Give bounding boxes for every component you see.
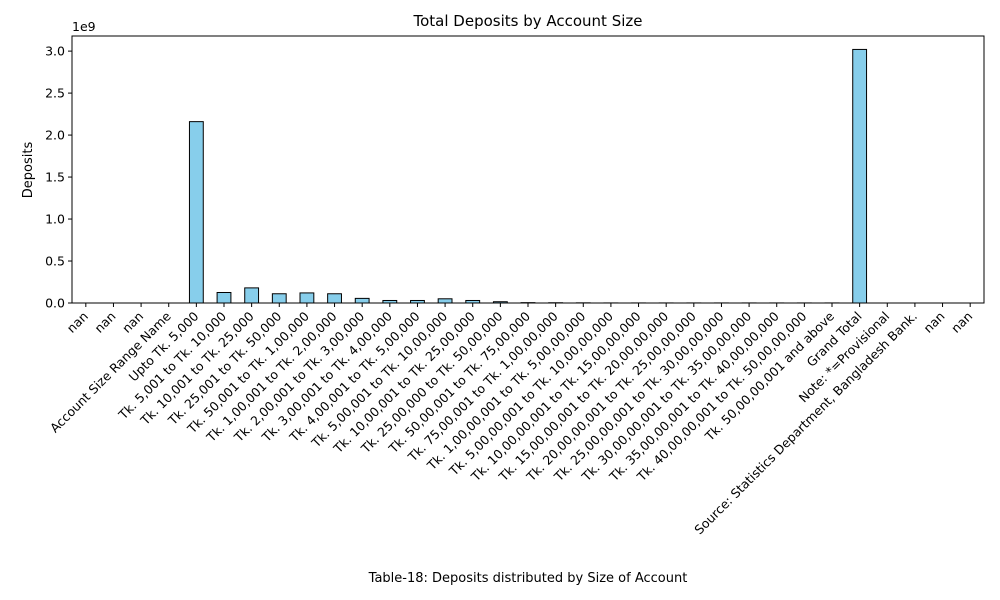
y-tick-label: 0.5 (45, 254, 65, 269)
bar-8 (299, 292, 315, 304)
plot-frame (71, 35, 985, 304)
bar-13 (437, 298, 453, 304)
x-tick-label: nan (920, 309, 947, 336)
x-tick-label: nan (91, 309, 118, 336)
chart-title: Total Deposits by Account Size (412, 12, 642, 30)
bar-7 (271, 293, 287, 304)
y-tick-label: 0.0 (45, 296, 65, 311)
bars-layer (188, 48, 868, 304)
bar-4 (188, 121, 204, 304)
bar-6 (244, 287, 260, 304)
y-tick-label: 3.0 (45, 44, 65, 59)
bar-10 (354, 297, 370, 304)
y-tick-label: 2.0 (45, 128, 65, 143)
bar-5 (216, 292, 232, 304)
x-axis-label: Table-18: Deposits distributed by Size o… (368, 571, 688, 586)
y-tick-label: 1.0 (45, 212, 65, 227)
bar-28 (852, 48, 868, 304)
bar-9 (327, 293, 342, 304)
y-multiplier-label: 1e9 (72, 19, 96, 34)
x-tick-label: nan (64, 309, 91, 336)
x-tick-label: nan (948, 309, 975, 336)
y-axis-label: Deposits (21, 142, 36, 199)
y-tick-label: 1.5 (45, 170, 65, 185)
y-tick-label: 2.5 (45, 86, 65, 101)
y-ticks-layer: 0.0 0.5 1.0 1.5 2.0 2.5 3.0 (45, 44, 72, 311)
